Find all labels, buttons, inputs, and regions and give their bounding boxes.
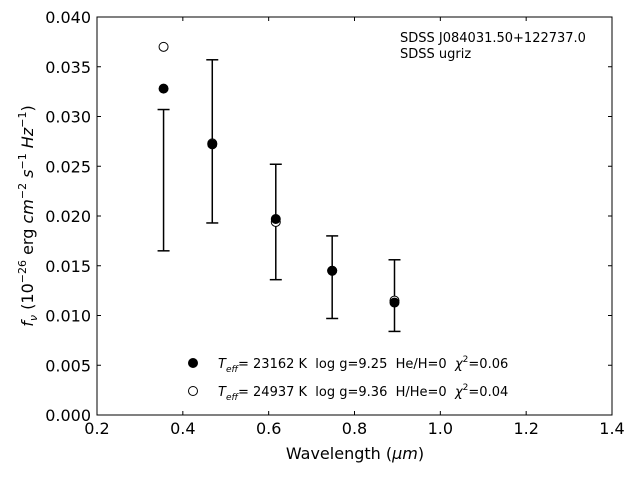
y-tick-label: 0.030 [45, 108, 91, 127]
legend-marker-filled [188, 358, 198, 368]
x-tick-label: 0.2 [84, 419, 109, 438]
y-axis-label: fν (10−26 erg cm−2 s−1 Hz−1) [16, 105, 40, 326]
data-points [158, 41, 400, 308]
x-tick-label: 1.0 [428, 419, 453, 438]
x-tick-label: 0.4 [170, 419, 195, 438]
x-axis-ticks: 0.2 0.4 0.6 0.8 1.0 1.2 1.4 [84, 17, 625, 438]
annotation-line-1: SDSS J084031.50+122737.0 [400, 31, 586, 46]
point-filled [207, 139, 218, 150]
x-tick-label: 0.6 [256, 419, 281, 438]
x-tick-label: 1.2 [513, 419, 538, 438]
legend-marker-open [188, 386, 198, 396]
point-open [158, 41, 169, 52]
legend-entry-1: Teff= 23162 K log g=9.25 He/H=0 χ2=0.06 [218, 355, 508, 375]
point-filled [158, 83, 169, 94]
legend-entry-2: Teff= 24937 K log g=9.36 H/He=0 χ2=0.04 [218, 383, 508, 403]
point-filled [327, 265, 338, 276]
y-tick-label: 0.020 [45, 207, 91, 226]
y-tick-label: 0.040 [45, 8, 91, 27]
y-tick-label: 0.010 [45, 307, 91, 326]
point-filled [270, 213, 281, 224]
y-tick-label: 0.015 [45, 257, 91, 276]
point-filled [389, 297, 400, 308]
annotation-line-2: SDSS ugriz [400, 47, 471, 62]
legend: Teff= 23162 K log g=9.25 He/H=0 χ2=0.06 … [188, 355, 508, 403]
y-tick-label: 0.005 [45, 356, 91, 375]
error-bars [157, 59, 401, 333]
y-axis-ticks: 0.000 0.005 0.010 0.015 0.020 0.025 0.030 0.035… [45, 8, 612, 425]
plot-frame [96, 16, 613, 416]
y-tick-label: 0.035 [45, 58, 91, 77]
x-tick-label: 1.4 [599, 419, 624, 438]
x-axis-label: Wavelength (μm) [286, 444, 424, 463]
y-tick-label: 0.000 [45, 406, 91, 425]
y-tick-label: 0.025 [45, 157, 91, 176]
x-tick-label: 0.8 [342, 419, 367, 438]
